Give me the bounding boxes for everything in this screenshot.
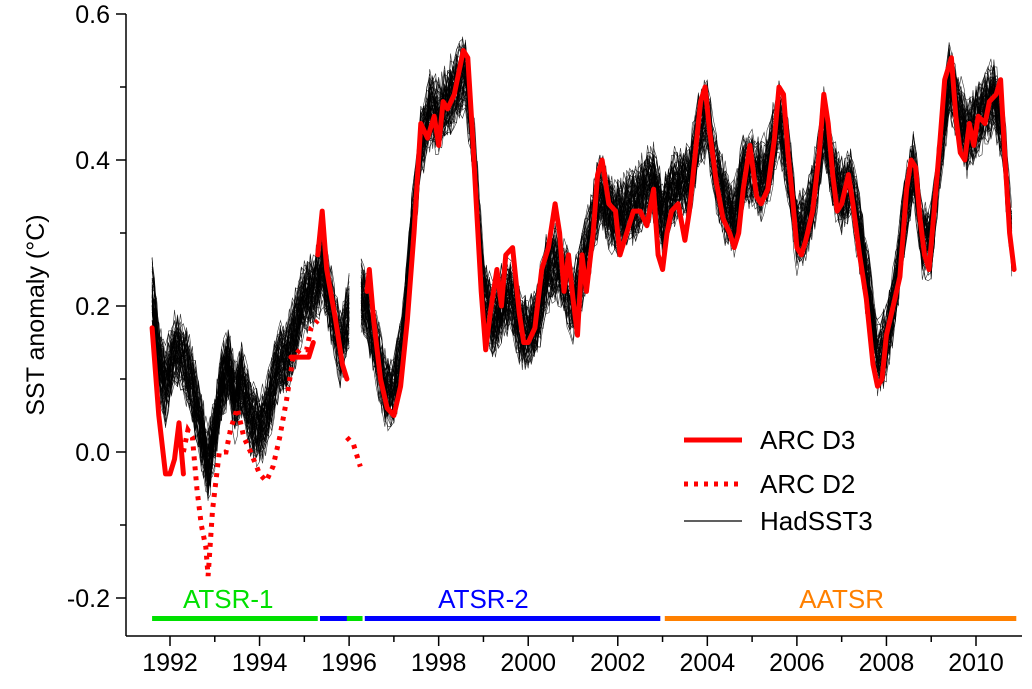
arc-d3-line-0 <box>149 325 186 477</box>
x-tick-label-1996: 1996 <box>321 649 377 677</box>
y-tick-label-2: 0.2 <box>75 293 110 321</box>
legend: ARC D3 ARC D2 HadSST3 <box>684 425 873 536</box>
x-tick-label-1998: 1998 <box>411 649 467 677</box>
hadsst3-member-19-1 <box>360 80 1013 414</box>
x-tick-label-1992: 1992 <box>142 649 198 677</box>
instrument-label-atsr-2: ATSR-2 <box>438 584 529 614</box>
hadsst3-member-3-1 <box>360 81 1013 420</box>
y-tick-label-3: 0.4 <box>75 147 110 175</box>
x-tick-label-2008: 2008 <box>859 649 915 677</box>
x-tick-label-2002: 2002 <box>590 649 646 677</box>
hadsst3-member-6-1 <box>360 79 1013 428</box>
y-tick-label-0: -0.2 <box>67 585 110 613</box>
hadsst3-member-57-1 <box>360 67 1013 424</box>
hadsst3-member-43-1 <box>360 84 1013 427</box>
hadsst3-member-56-0 <box>151 293 350 501</box>
hadsst3-member-50-0 <box>151 268 350 485</box>
hadsst3-member-8-1 <box>360 74 1013 416</box>
hadsst3-member-2-1 <box>360 73 1013 421</box>
hadsst3-member-53-0 <box>151 237 350 453</box>
arc-d2-line-0 <box>180 318 320 577</box>
hadsst3-member-39-1 <box>360 65 1013 421</box>
hadsst3-member-43-0 <box>151 274 350 487</box>
hadsst3-member-12-1 <box>360 83 1013 427</box>
hadsst3-member-25-1 <box>360 75 1013 420</box>
arc-d3-line-1 <box>288 340 316 360</box>
x-tick-label-2006: 2006 <box>769 649 825 677</box>
hadsst3-member-59-0 <box>151 252 350 449</box>
axes: SST anomaly (°C) 1992 1994 1996 1998 2000 200… <box>22 1 1022 677</box>
hadsst3-member-50-1 <box>360 87 1013 417</box>
hadsst3-member-48-0 <box>151 267 350 482</box>
hadsst3-member-21-1 <box>360 76 1013 416</box>
arc-d2-line-1 <box>345 435 363 468</box>
arc-d3-line-2 <box>315 208 350 382</box>
hadsst3-member-24-1 <box>360 80 1013 432</box>
arc-d3-line-3 <box>364 48 1017 418</box>
x-tick-label-2004: 2004 <box>680 649 736 677</box>
hadsst3-member-34-1 <box>360 77 1013 415</box>
legend-label-arc-d3: ARC D3 <box>760 425 855 455</box>
hadsst3-member-34-0 <box>151 277 350 486</box>
hadsst3-member-55-0 <box>151 266 350 465</box>
x-tick-label-1994: 1994 <box>232 649 288 677</box>
hadsst3-member-33-1 <box>360 68 1013 422</box>
legend-label-hadsst3: HadSST3 <box>760 506 873 536</box>
hadsst3-member-52-1 <box>360 86 1013 417</box>
hadsst3-member-7-1 <box>360 65 1013 422</box>
instrument-label-atsr-1: ATSR-1 <box>183 584 274 614</box>
hadsst3-member-57-0 <box>152 260 350 481</box>
y-tick-label-1: 0.0 <box>75 439 110 467</box>
hadsst3-member-58-1 <box>360 87 1013 422</box>
y-axis-label: SST anomaly (°C) <box>22 214 50 415</box>
y-tick-label-4: 0.6 <box>75 1 110 29</box>
arc-series <box>149 48 1017 577</box>
hadsst3-member-58-0 <box>151 275 350 488</box>
hadsst3-member-52-0 <box>151 285 350 496</box>
x-tick-label-2010: 2010 <box>948 649 1004 677</box>
instrument-label-aatsr: AATSR <box>799 584 884 614</box>
x-tick-label-2000: 2000 <box>500 649 556 677</box>
hadsst3-member-51-0 <box>151 243 350 458</box>
legend-label-arc-d2: ARC D2 <box>760 469 855 499</box>
instrument-periods: ATSR-1 ATSR-2 AATSR <box>152 584 1017 621</box>
